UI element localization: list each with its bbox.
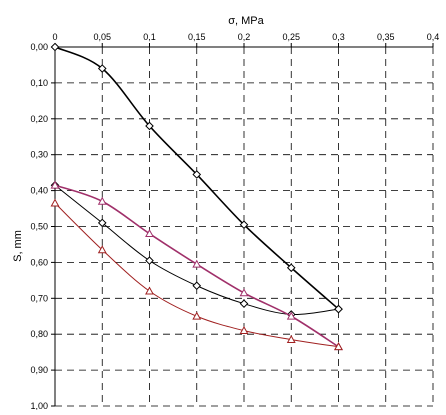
series-4-point [286,334,296,343]
y-tick-label: 0,20 [30,114,48,124]
y-tick-label: 0,80 [30,329,48,339]
series-3-point [286,311,296,320]
series-4-point [97,245,107,254]
x-tick-label: 0,15 [188,32,206,42]
series-2-point [239,299,249,308]
series-3-point [239,288,249,297]
series-1-point [286,263,296,273]
y-tick-label: 0,30 [30,150,48,160]
series-3-point [50,180,60,189]
series-1-point [239,220,249,230]
grid-layer [55,47,434,407]
series-3-point [192,259,202,268]
series-2-point [334,304,343,314]
series-2-point [192,281,202,291]
axis-layer: 0 0,05 0,1 0,15 0,2 0,25 0,3 0,35 0,4 0,00 0,10 0,2… [30,32,440,411]
series-4-point [239,325,249,334]
series-1-point [97,64,107,73]
x-tick-label: 0 [52,32,57,42]
series-2-point [145,256,154,265]
y-tick-label: 0,60 [30,257,48,267]
y-tick-label: 0,50 [30,222,48,232]
series-4-point [145,286,154,295]
series-4-point [50,198,60,207]
series-1-point [145,121,154,131]
y-tick-label: 0,10 [30,78,48,88]
y-tick-label: 0,40 [30,186,48,196]
x-tick-label: 0,2 [238,32,251,42]
series-layer [50,42,343,351]
x-tick-label: 0,25 [282,32,300,42]
x-tick-label: 0,4 [427,32,440,42]
series-3-point [145,229,154,238]
y-axis-title: S, mm [12,230,24,262]
series-2-point [97,218,107,228]
series-1-point [50,42,60,52]
label-layer: σ, MPa S, mm [12,15,265,262]
x-axis-title: σ, MPa [228,15,264,27]
x-tick-label: 0,35 [377,32,395,42]
series-1-point [192,170,202,179]
series-4-point [192,311,202,320]
y-tick-label: 0,70 [30,293,48,303]
series-3-point [97,196,107,205]
series-4-point [334,342,343,351]
x-tick-label: 0,1 [143,32,156,42]
y-tick-label: 0,00 [30,42,48,52]
y-tick-label: 1,00 [30,401,48,410]
x-tick-label: 0,05 [93,32,111,42]
y-tick-label: 0,90 [30,365,48,375]
x-tick-label: 0,3 [332,32,345,42]
